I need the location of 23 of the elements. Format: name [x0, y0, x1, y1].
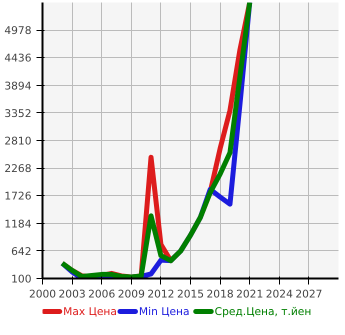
x-tick-label: 2024 [266, 288, 294, 300]
x-tick-label: 2000 [28, 288, 56, 300]
legend-label: Сред.Цена, т.йен [214, 305, 312, 318]
y-tick-label: 3352 [4, 106, 32, 120]
x-tick-label: 2009 [118, 288, 146, 300]
y-tick-label: 3894 [4, 79, 32, 92]
y-tick-label: 642 [11, 244, 32, 258]
y-tick-label: 2268 [4, 162, 32, 176]
legend-label: Min Цена [138, 305, 190, 318]
x-tick-label: 2021 [236, 288, 264, 300]
x-tick-label: 2012 [147, 288, 174, 300]
legend-label: Max Цена [63, 305, 117, 318]
y-tick-label: 1184 [4, 217, 32, 230]
x-tick-label: 2006 [88, 288, 116, 300]
y-tick-label: 2810 [4, 134, 32, 148]
x-tick-label: 2015 [176, 288, 204, 300]
x-tick-label: 2003 [58, 288, 86, 300]
x-tick-label: 2027 [295, 288, 322, 300]
y-tick-label: 4978 [4, 24, 32, 38]
y-tick-label: 100 [11, 272, 32, 286]
y-tick-label: 1726 [4, 190, 32, 203]
y-tick-label: 4436 [4, 52, 32, 65]
x-tick-label: 2018 [206, 288, 234, 300]
